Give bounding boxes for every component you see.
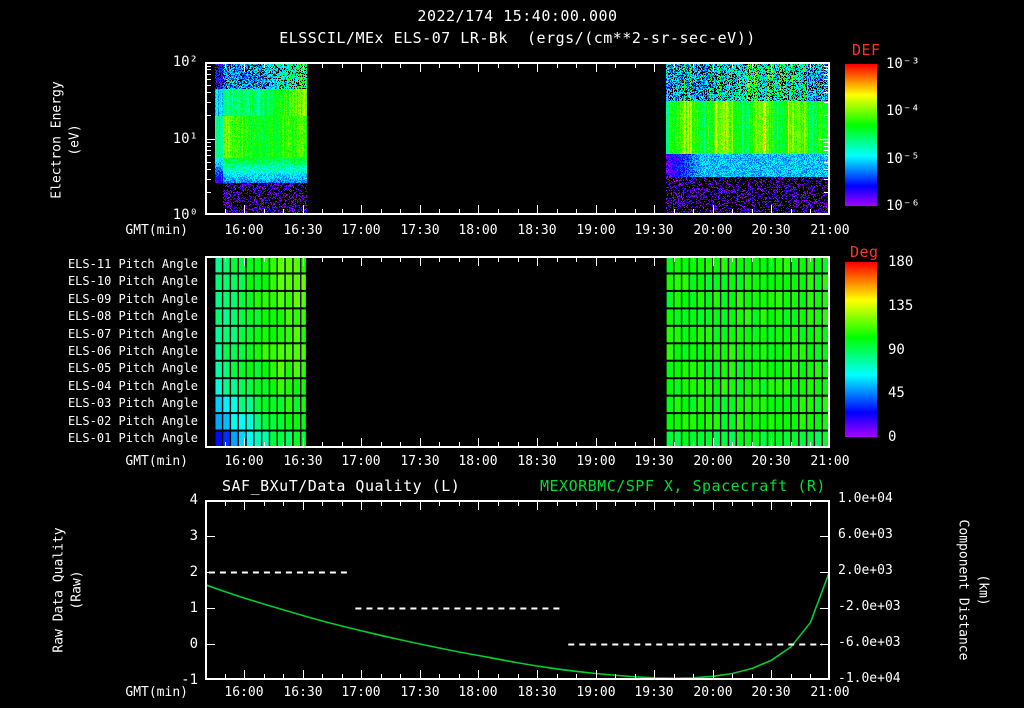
- def-colorbar-title: DEF: [852, 41, 881, 59]
- els-row-label: ELS-09 Pitch Angle: [67, 292, 198, 306]
- els-row-label: ELS-11 Pitch Angle: [67, 257, 198, 271]
- time-tick-label: 19:30: [634, 454, 674, 469]
- deg-colorbar-tick: 90: [888, 342, 905, 358]
- els-row-label: ELS-06 Pitch Angle: [67, 344, 198, 358]
- time-tick-label: 21:00: [810, 454, 850, 469]
- distance-tick-label: 1.0e+04: [838, 491, 893, 506]
- bottom-left-ylabel: Raw Data Quality: [51, 527, 67, 653]
- els-row-label: ELS-07 Pitch Angle: [67, 327, 198, 341]
- time-tick-label: 21:00: [810, 685, 850, 700]
- time-tick-label: 20:30: [751, 454, 791, 469]
- time-tick-label: 18:00: [458, 685, 498, 700]
- quality-tick-label: 4: [189, 492, 198, 508]
- time-tick-label: 21:00: [810, 223, 850, 238]
- def-colorbar-tick: 10⁻⁴: [886, 103, 920, 119]
- energy-tick-label: 10²: [172, 54, 198, 70]
- deg-colorbar-tick: 135: [888, 298, 914, 314]
- els-row-label: ELS-01 Pitch Angle: [67, 431, 198, 445]
- flux-units-label: (ergs/(cm**2-sr-sec-eV)): [527, 29, 756, 47]
- time-tick-label: 20:00: [693, 685, 733, 700]
- def-colorbar: [845, 64, 877, 206]
- time-tick-label: 20:30: [751, 223, 791, 238]
- time-tick-label: 17:00: [341, 454, 381, 469]
- gmt-label-bottom: GMT(min): [125, 685, 188, 700]
- deg-colorbar-tick: 180: [888, 254, 914, 270]
- time-tick-label: 17:30: [400, 454, 440, 469]
- time-tick-label: 18:30: [517, 223, 557, 238]
- energy-tick-label: 10⁰: [172, 207, 198, 223]
- distance-tick-label: -2.0e+03: [838, 599, 901, 614]
- deg-colorbar: [845, 262, 877, 437]
- els-row-label: ELS-02 Pitch Angle: [67, 414, 198, 428]
- gmt-label-middle: GMT(min): [125, 454, 188, 469]
- bottom-right-ylabel-units: (km): [975, 574, 991, 606]
- bottom-right-series-title: MEXORBMC/SPF X, Spacecraft (R): [540, 477, 826, 495]
- pitch-angle-heatmap: [205, 256, 830, 448]
- time-tick-label: 19:00: [576, 685, 616, 700]
- time-tick-label: 18:30: [517, 685, 557, 700]
- time-tick-label: 16:30: [283, 685, 323, 700]
- time-tick-label: 18:00: [458, 223, 498, 238]
- time-tick-label: 18:00: [458, 454, 498, 469]
- time-tick-label: 19:30: [634, 685, 674, 700]
- bottom-right-ylabel: Component Distance: [955, 519, 971, 661]
- time-tick-label: 16:30: [283, 223, 323, 238]
- def-colorbar-tick: 10⁻³: [886, 56, 920, 72]
- def-colorbar-tick: 10⁻⁵: [886, 151, 920, 167]
- top-panel-ylabel: Electron Energy: [49, 81, 65, 199]
- time-tick-label: 20:30: [751, 685, 791, 700]
- title-spacer: [508, 29, 527, 47]
- def-colorbar-tick: 10⁻⁶: [886, 198, 920, 214]
- time-tick-label: 17:00: [341, 685, 381, 700]
- distance-tick-label: -1.0e+04: [838, 671, 901, 686]
- title-instrument-line: ELSSCIL/MEx ELS-07 LR-Bk (ergs/(cm**2-sr…: [205, 29, 830, 47]
- time-tick-label: 16:30: [283, 454, 323, 469]
- els-row-label: ELS-04 Pitch Angle: [67, 379, 198, 393]
- title-datetime: 2022/174 15:40:00.000: [417, 7, 618, 25]
- energy-tick-label: 10¹: [172, 131, 198, 147]
- bottom-left-ylabel-units: (Raw): [69, 570, 85, 610]
- quality-tick-label: 2: [189, 564, 198, 580]
- distance-tick-label: 6.0e+03: [838, 527, 893, 542]
- bottom-left-series-title: SAF_BXuT/Data Quality (L): [222, 477, 461, 495]
- els-row-label: ELS-03 Pitch Angle: [67, 396, 198, 410]
- instrument-name: ELSSCIL/MEx ELS-07 LR-Bk: [279, 29, 508, 47]
- distance-tick-label: 2.0e+03: [838, 563, 893, 578]
- time-tick-label: 18:30: [517, 454, 557, 469]
- els-row-label: ELS-10 Pitch Angle: [67, 274, 198, 288]
- time-tick-label: 20:00: [693, 454, 733, 469]
- quality-tick-label: 0: [189, 636, 198, 652]
- time-tick-label: 17:30: [400, 685, 440, 700]
- time-tick-label: 20:00: [693, 223, 733, 238]
- time-tick-label: 19:30: [634, 223, 674, 238]
- els-row-label: ELS-05 Pitch Angle: [67, 361, 198, 375]
- time-tick-label: 16:00: [224, 223, 264, 238]
- quality-tick-label: -1: [181, 672, 198, 688]
- time-tick-label: 16:00: [224, 454, 264, 469]
- quality-tick-label: 1: [189, 600, 198, 616]
- top-panel-ylabel-units: (eV): [67, 124, 83, 156]
- time-tick-label: 16:00: [224, 685, 264, 700]
- time-tick-label: 17:00: [341, 223, 381, 238]
- els-row-label: ELS-08 Pitch Angle: [67, 309, 198, 323]
- time-tick-label: 19:00: [576, 223, 616, 238]
- deg-colorbar-title: Deg: [850, 243, 879, 261]
- time-tick-label: 17:30: [400, 223, 440, 238]
- electron-energy-spectrogram: [205, 62, 830, 215]
- gmt-label-top: GMT(min): [125, 223, 188, 238]
- time-tick-label: 19:00: [576, 454, 616, 469]
- quality-distance-plot: [205, 500, 830, 680]
- distance-tick-label: -6.0e+03: [838, 635, 901, 650]
- quality-tick-label: 3: [189, 528, 198, 544]
- deg-colorbar-tick: 45: [888, 385, 905, 401]
- deg-colorbar-tick: 0: [888, 429, 897, 445]
